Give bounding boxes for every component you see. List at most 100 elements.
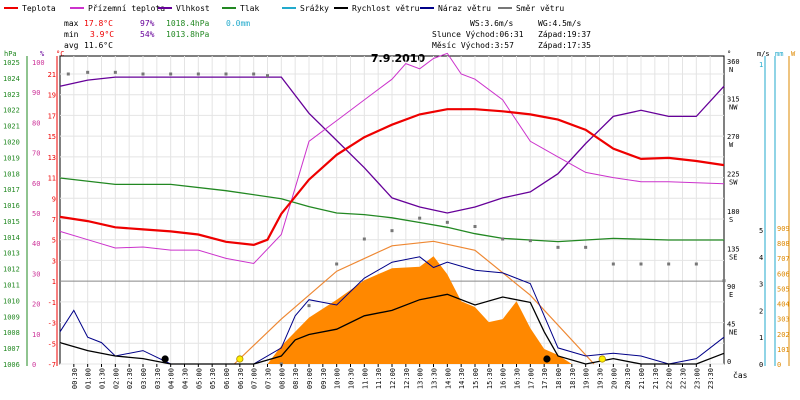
ms-tick-label: 0 bbox=[759, 361, 763, 369]
legend-label: Tlak bbox=[240, 4, 259, 13]
hpa-tick-label: 1023 bbox=[3, 91, 20, 99]
stat-min-hum: 54% bbox=[140, 30, 155, 39]
sunset-marker bbox=[598, 355, 606, 363]
x-tick-label: 03:30 bbox=[154, 368, 162, 389]
wind-direction-point bbox=[556, 245, 560, 249]
mm-tick-label: 1 bbox=[759, 61, 763, 69]
hpa-tick-label: 1013 bbox=[3, 250, 20, 258]
celsius-tick-label: 15 bbox=[48, 133, 56, 141]
plot-area bbox=[59, 52, 726, 366]
x-tick-label: 12:00 bbox=[389, 368, 397, 389]
ms-tick-label: 4 bbox=[759, 254, 763, 262]
percent-axis-title: % bbox=[40, 50, 45, 58]
legend-label: Náraz větru bbox=[438, 4, 491, 13]
x-tick-label: 18:00 bbox=[555, 368, 563, 389]
x-tick-label: 08:30 bbox=[292, 368, 300, 389]
x-tick-label: 13:00 bbox=[417, 368, 425, 389]
x-tick-label: 01:30 bbox=[99, 368, 107, 389]
hpa-tick-label: 1021 bbox=[3, 123, 20, 131]
x-tick-label: 17:00 bbox=[527, 368, 535, 389]
celsius-tick-label: -3 bbox=[48, 320, 56, 328]
legend-label: Směr větru bbox=[516, 4, 564, 13]
wm2-tick-label: 505 bbox=[777, 285, 790, 293]
temperature-line bbox=[59, 108, 725, 247]
hpa-tick-label: 1020 bbox=[3, 138, 20, 146]
wind-direction-point bbox=[445, 220, 449, 224]
x-tick-label: 22:30 bbox=[680, 368, 688, 389]
stat-avg-label: avg bbox=[64, 41, 79, 50]
hpa-tick-label: 1010 bbox=[3, 297, 20, 305]
x-tick-label: 16:30 bbox=[514, 368, 522, 389]
x-tick-label: 23:00 bbox=[693, 368, 701, 389]
legend: Teplota Přízemní teplota Vlhkost Tlak Srážky… bbox=[4, 4, 564, 13]
direction-tick-label: 315 bbox=[727, 96, 740, 104]
celsius-tick-label: 7 bbox=[52, 216, 56, 224]
wind-direction-point bbox=[584, 245, 588, 249]
wind-direction-point bbox=[86, 70, 90, 74]
x-tick-label: 17:30 bbox=[541, 368, 549, 389]
legend-label: Srážky bbox=[300, 4, 329, 13]
celsius-tick-label: 17 bbox=[48, 112, 56, 120]
hpa-tick-label: 1007 bbox=[3, 345, 20, 353]
x-tick-label: 22:00 bbox=[666, 368, 674, 389]
percent-tick-label: 0 bbox=[32, 361, 36, 369]
wind-direction-point bbox=[362, 237, 366, 241]
theoretical-radiation-line bbox=[233, 240, 595, 365]
hpa-tick-label: 1019 bbox=[3, 154, 20, 162]
wind-direction-point bbox=[501, 237, 505, 241]
direction-compass-label: SE bbox=[729, 254, 737, 262]
direction-compass-label: N bbox=[729, 66, 733, 74]
wind-direction-point bbox=[252, 72, 256, 76]
wind-direction-point bbox=[694, 262, 698, 266]
direction-tick-label: 135 bbox=[727, 246, 740, 254]
grid bbox=[60, 56, 724, 365]
percent-tick-label: 90 bbox=[32, 89, 40, 97]
hpa-tick-label: 1015 bbox=[3, 218, 20, 226]
hpa-tick-label: 1011 bbox=[3, 282, 20, 290]
direction-compass-label: NW bbox=[729, 104, 738, 112]
x-tick-label: 01:00 bbox=[85, 368, 93, 389]
info-moon: Měsíc Východ:3:57 bbox=[432, 41, 514, 50]
legend-label: Přízemní teplota bbox=[88, 4, 165, 13]
stat-max-press: 1018.4hPa bbox=[166, 19, 210, 28]
percent-tick-label: 60 bbox=[32, 180, 40, 188]
wind-direction-point bbox=[639, 262, 643, 266]
celsius-tick-label: 3 bbox=[52, 257, 56, 265]
moonset-marker bbox=[543, 355, 551, 363]
wind-direction-point bbox=[66, 72, 70, 76]
legend-label: Vlhkost bbox=[176, 4, 210, 13]
hpa-tick-label: 1016 bbox=[3, 202, 20, 210]
info-wg: WG:4.5m/s bbox=[538, 19, 582, 28]
x-axis-label: čas bbox=[733, 370, 748, 380]
wind-direction-point bbox=[473, 225, 477, 228]
direction-compass-label: W bbox=[729, 141, 734, 149]
percent-tick-label: 40 bbox=[32, 240, 40, 248]
hpa-tick-label: 1008 bbox=[3, 329, 20, 337]
ms-tick-label: 3 bbox=[759, 281, 763, 289]
x-tick-label: 05:30 bbox=[209, 368, 217, 389]
hpa-tick-label: 1024 bbox=[3, 75, 20, 83]
wind-direction-point bbox=[667, 262, 671, 266]
mm-axis-title: mm bbox=[775, 50, 783, 58]
right-axes: ° m/s mm W360N315NW270W225SW180S135SE90E45N… bbox=[727, 50, 796, 369]
x-tick-label: 19:00 bbox=[583, 368, 591, 389]
wind-direction-point bbox=[141, 72, 145, 76]
wind-direction-point bbox=[307, 304, 311, 308]
ms-tick-label: 1 bbox=[759, 334, 763, 342]
wind-direction-point bbox=[335, 262, 339, 266]
wind-direction-point bbox=[266, 74, 269, 78]
hpa-tick-label: 1009 bbox=[3, 313, 20, 321]
info-sun: Slunce Východ:06:31 bbox=[432, 30, 524, 39]
x-tick-label: 09:00 bbox=[306, 368, 314, 389]
ground-temperature-line bbox=[59, 52, 725, 265]
direction-tick-label: 360 bbox=[727, 58, 740, 66]
wm2-axis-title: W bbox=[791, 50, 796, 58]
stat-max-label: max bbox=[64, 19, 79, 28]
hpa-tick-label: 1022 bbox=[3, 107, 20, 115]
x-tick-label: 00:30 bbox=[71, 368, 79, 389]
wind-direction-point bbox=[224, 72, 228, 76]
stat-min-press: 1013.8hPa bbox=[166, 30, 210, 39]
direction-tick-label: 225 bbox=[727, 171, 740, 179]
wm2-tick-label: 909 bbox=[777, 225, 790, 233]
